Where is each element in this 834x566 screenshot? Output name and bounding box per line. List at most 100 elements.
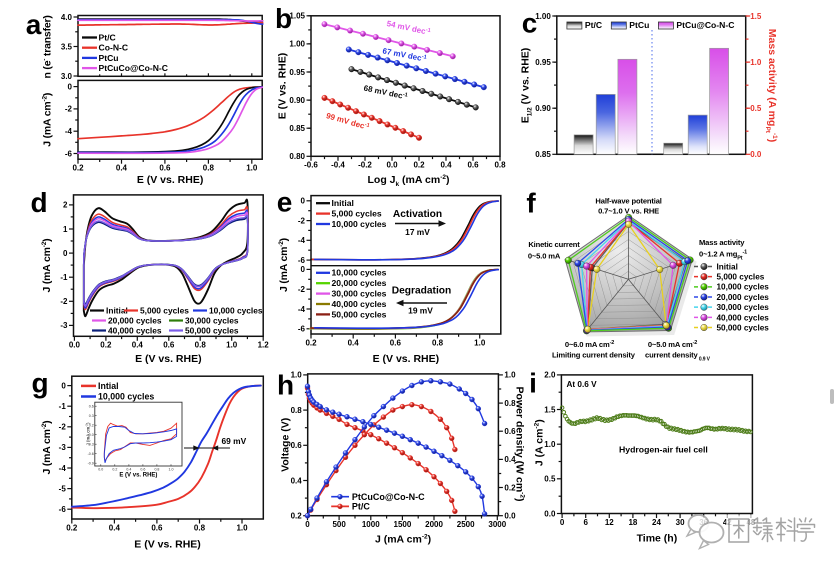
svg-text:-0.2: -0.2 [358, 161, 372, 170]
svg-text:J (mA cm-2): J (mA cm-2) [278, 238, 290, 292]
svg-text:E (V vs. RHE): E (V vs. RHE) [135, 353, 202, 365]
svg-text:0~5.0 mA cm-2: 0~5.0 mA cm-2 [648, 340, 697, 350]
svg-text:J (mA cm-2): J (mA cm-2) [42, 93, 54, 147]
svg-text:30,000 cycles: 30,000 cycles [332, 289, 387, 299]
svg-text:1.0: 1.0 [504, 371, 516, 380]
svg-text:0.7~1.0 V vs. RHE: 0.7~1.0 V vs. RHE [598, 207, 659, 216]
svg-text:E (V vs. RHE): E (V vs. RHE) [137, 174, 204, 186]
svg-text:0.0: 0.0 [89, 433, 94, 437]
svg-text:0.85: 0.85 [535, 150, 551, 159]
svg-text:0.0: 0.0 [69, 341, 81, 350]
svg-text:a: a [26, 9, 42, 40]
svg-text:0.2: 0.2 [305, 338, 317, 347]
svg-text:-3: -3 [59, 443, 67, 452]
svg-text:-0.6: -0.6 [88, 452, 94, 456]
svg-text:0.4: 0.4 [116, 164, 128, 173]
svg-text:Log Jk (mA cm-2): Log Jk (mA cm-2) [368, 174, 450, 188]
svg-text:0: 0 [301, 197, 306, 206]
svg-text:0.2: 0.2 [504, 483, 516, 492]
svg-text:Initial: Initial [332, 198, 354, 208]
svg-text:-2: -2 [59, 423, 67, 432]
svg-text:12: 12 [605, 518, 614, 527]
svg-text:40,000 cycles: 40,000 cycles [108, 325, 162, 335]
svg-text:Mass activity (A mgPt-1): Mass activity (A mgPt-1) [765, 29, 779, 142]
svg-text:2: 2 [63, 201, 68, 210]
svg-text:-4: -4 [298, 236, 306, 245]
svg-text:0.8: 0.8 [195, 341, 207, 350]
svg-text:5,000 cycles: 5,000 cycles [140, 305, 189, 315]
svg-text:1.00: 1.00 [289, 40, 305, 49]
svg-text:0.6: 0.6 [159, 164, 171, 173]
svg-text:0: 0 [560, 518, 565, 527]
svg-text:0: 0 [63, 249, 68, 258]
svg-text:Limiting current density: Limiting current density [552, 351, 636, 360]
svg-text:1.0: 1.0 [168, 468, 173, 472]
svg-text:0.2: 0.2 [291, 512, 303, 521]
svg-text:50,000 cycles: 50,000 cycles [185, 325, 239, 335]
svg-text:0: 0 [68, 82, 73, 91]
svg-text:E (V vs. RHE): E (V vs. RHE) [373, 353, 440, 365]
svg-text:-2: -2 [65, 105, 73, 114]
svg-text:20,000 cycles: 20,000 cycles [108, 315, 162, 325]
svg-text:At 0.6 V: At 0.6 V [567, 380, 598, 389]
svg-text:0.8: 0.8 [154, 468, 159, 472]
svg-text:1.0: 1.0 [236, 523, 248, 532]
svg-text:0.6: 0.6 [163, 341, 175, 350]
svg-text:e: e [277, 187, 293, 218]
svg-text:0.4: 0.4 [348, 338, 360, 347]
svg-text:40,000 cycles: 40,000 cycles [717, 313, 770, 322]
svg-text:-4: -4 [59, 464, 67, 473]
svg-text:-2: -2 [298, 285, 306, 294]
svg-text:1.05: 1.05 [289, 12, 305, 21]
svg-text:-2: -2 [60, 297, 68, 306]
svg-text:69 mV: 69 mV [222, 436, 247, 446]
svg-text:3000: 3000 [488, 520, 506, 529]
svg-text:10,000 cycles: 10,000 cycles [209, 305, 263, 315]
svg-text:20,000 cycles: 20,000 cycles [717, 293, 770, 302]
svg-text:10,000 cycles: 10,000 cycles [332, 219, 387, 229]
svg-text:PtCu: PtCu [629, 20, 649, 30]
svg-text:0: 0 [301, 265, 306, 274]
svg-text:Voltage (V): Voltage (V) [280, 418, 292, 472]
svg-text:-1: -1 [59, 402, 67, 411]
svg-text:E (V vs. RHE): E (V vs. RHE) [134, 539, 201, 551]
svg-text:0.0: 0.0 [98, 468, 103, 472]
svg-text:Pt/C: Pt/C [352, 502, 371, 512]
svg-text:J (mA cm-2): J (mA cm-2) [84, 422, 91, 445]
svg-text:0.8: 0.8 [494, 161, 506, 170]
svg-text:0.4: 0.4 [109, 523, 121, 532]
svg-text:0.0: 0.0 [750, 150, 762, 159]
svg-text:20,000 cycles: 20,000 cycles [332, 278, 387, 288]
svg-text:0.8: 0.8 [504, 399, 516, 408]
svg-text:0: 0 [305, 520, 310, 529]
svg-text:1: 1 [63, 225, 68, 234]
svg-text:17 mV: 17 mV [405, 227, 430, 237]
svg-text:3.0: 3.0 [61, 72, 73, 81]
svg-text:0.90: 0.90 [535, 104, 551, 113]
svg-text:PtCu: PtCu [99, 53, 119, 63]
svg-text:30,000 cycles: 30,000 cycles [185, 315, 239, 325]
svg-text:1.0: 1.0 [750, 58, 762, 67]
svg-text:J (A cm-2): J (A cm-2) [534, 419, 546, 466]
svg-text:0.6: 0.6 [291, 441, 303, 450]
svg-text:Mass activity: Mass activity [699, 238, 745, 247]
svg-text:3.5: 3.5 [61, 42, 73, 51]
svg-text:Degradation: Degradation [392, 286, 451, 297]
svg-text:0.80: 0.80 [289, 152, 305, 161]
svg-text:0.8: 0.8 [291, 406, 303, 415]
svg-text:f: f [526, 188, 536, 219]
svg-text:0.2: 0.2 [72, 164, 84, 173]
svg-text:b: b [275, 3, 292, 34]
svg-text:0.4: 0.4 [132, 341, 144, 350]
svg-text:-1: -1 [60, 273, 68, 282]
svg-text:1.2: 1.2 [258, 341, 270, 350]
svg-text:0~5.0 mA: 0~5.0 mA [528, 252, 561, 261]
svg-text:10,000 cycles: 10,000 cycles [98, 392, 154, 402]
svg-text:Power density (W cm-2): Power density (W cm-2) [514, 387, 526, 502]
svg-text:19 mV: 19 mV [408, 306, 433, 316]
svg-text:-4: -4 [298, 305, 306, 314]
svg-text:PtCu@Co-N-C: PtCu@Co-N-C [676, 20, 734, 30]
svg-text:-6: -6 [59, 505, 67, 514]
svg-text:0.5: 0.5 [544, 475, 556, 484]
svg-text:1.00: 1.00 [535, 12, 551, 21]
